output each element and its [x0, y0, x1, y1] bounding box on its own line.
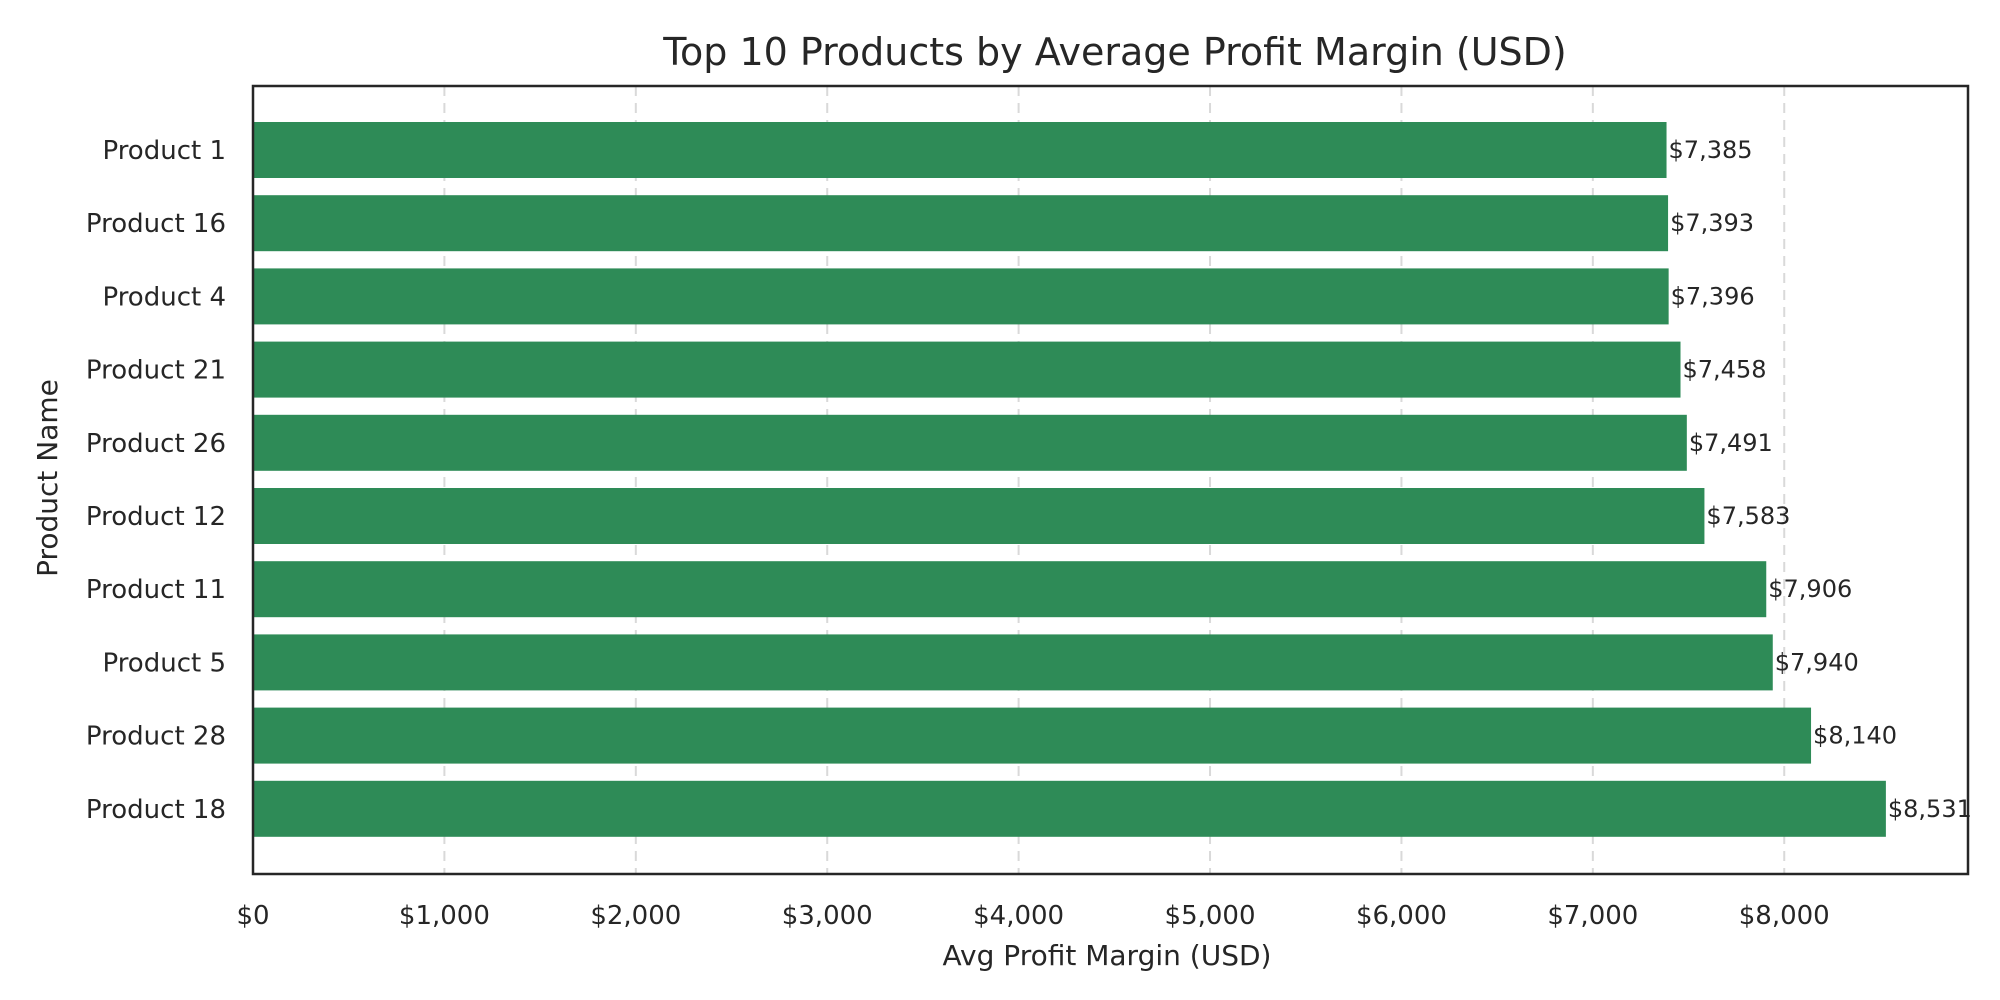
- data-labels: $7,385 $7,393 $7,396 $7,458 $7,491 $7,583 $7,9…: [1669, 136, 1972, 823]
- bar-value-label: $8,140: [1813, 722, 1897, 750]
- chart-title: Top 10 Products by Average Profit Margin…: [662, 30, 1567, 74]
- bar-value-label: $7,393: [1670, 209, 1754, 237]
- tick-labels: $0 $1,000 $2,000 $3,000 $4,000 $5,000 $6,000 $7…: [86, 136, 1830, 931]
- y-tick-label: Product 16: [86, 209, 226, 239]
- y-tick-label: Product 11: [86, 575, 226, 605]
- bar: [253, 707, 1812, 764]
- y-tick-label: Product 12: [86, 502, 226, 532]
- y-tick-label: Product 26: [86, 429, 226, 459]
- x-tick-label: $7,000: [1547, 901, 1638, 931]
- bar: [253, 561, 1767, 618]
- y-tick-label: Product 18: [86, 795, 226, 825]
- y-tick-label: Product 28: [86, 722, 226, 752]
- bar-value-label: $7,396: [1671, 282, 1755, 310]
- bar: [253, 634, 1773, 691]
- bar-value-label: $8,531: [1888, 795, 1972, 823]
- x-tick-label: $4,000: [973, 901, 1064, 931]
- y-tick-label: Product 4: [102, 282, 226, 312]
- x-tick-label: $2,000: [590, 901, 681, 931]
- y-tick-label: Product 5: [102, 648, 226, 678]
- x-tick-label: $0: [236, 901, 269, 931]
- bar: [253, 414, 1687, 471]
- x-tick-label: $6,000: [1356, 901, 1447, 931]
- bar: [253, 341, 1681, 398]
- bars: [253, 122, 1886, 837]
- bar-value-label: $7,491: [1689, 429, 1773, 457]
- bar-value-label: $7,906: [1768, 575, 1852, 603]
- plot-frame: [251, 84, 1970, 876]
- x-tick-label: $3,000: [782, 901, 873, 931]
- bar-value-label: $7,583: [1706, 502, 1790, 530]
- bar: [253, 268, 1669, 325]
- x-tick-label: $8,000: [1739, 901, 1830, 931]
- bar: [253, 195, 1669, 252]
- x-tick-label: $1,000: [399, 901, 490, 931]
- bar-value-label: $7,385: [1669, 136, 1753, 164]
- bar: [253, 122, 1667, 178]
- y-tick-label: Product 21: [86, 356, 226, 386]
- x-axis-label: Avg Profit Margin (USD): [943, 939, 1272, 972]
- bar: [253, 488, 1705, 544]
- y-axis-label: Product Name: [31, 379, 64, 577]
- bar: [253, 780, 1886, 837]
- y-tick-label: Product 1: [102, 136, 226, 166]
- bar-value-label: $7,458: [1683, 356, 1767, 384]
- grid-lines: [443, 86, 1786, 874]
- x-tick-label: $5,000: [1165, 901, 1256, 931]
- bar-value-label: $7,940: [1775, 648, 1859, 676]
